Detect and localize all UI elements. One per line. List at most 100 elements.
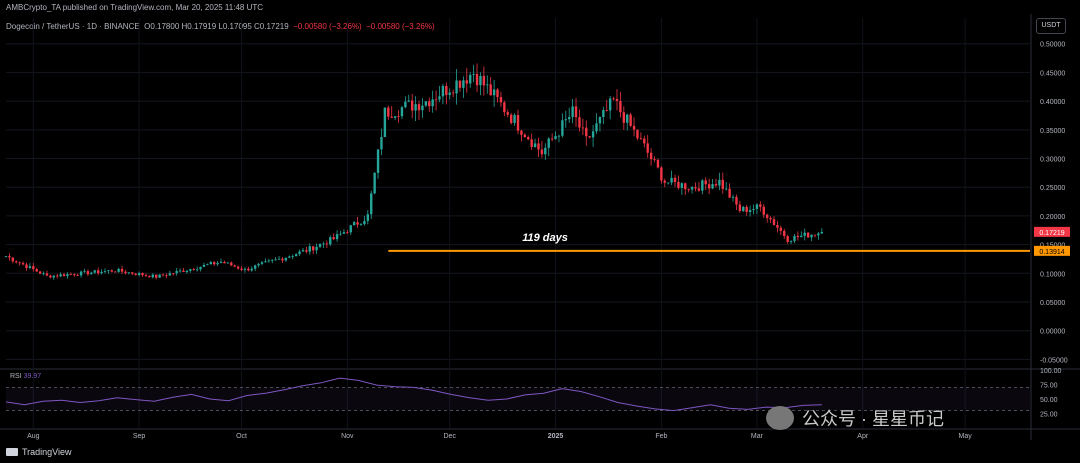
candle-body xyxy=(185,270,189,272)
candle-body xyxy=(56,275,59,277)
candle-body xyxy=(451,92,455,94)
candle-body xyxy=(643,138,646,144)
candle-body xyxy=(35,269,38,272)
candle-body xyxy=(527,137,530,140)
candle-body xyxy=(120,268,124,272)
candle-body xyxy=(670,177,673,183)
candle-body xyxy=(161,274,165,276)
candle-body xyxy=(219,261,223,263)
candle-body xyxy=(62,274,66,277)
watermark: 公众号 · 星星币记 xyxy=(766,405,944,431)
candle-body xyxy=(312,246,315,251)
candle-body xyxy=(636,129,639,139)
candle-body xyxy=(131,272,134,274)
candle-body xyxy=(479,75,482,86)
candle-body xyxy=(356,222,359,225)
candle-body xyxy=(165,275,168,277)
candle-body xyxy=(557,135,561,137)
candle-body xyxy=(796,235,800,238)
candle-body xyxy=(110,270,114,272)
ohlc-values: O0.17800 H0.17919 L0.17095 C0.17219 xyxy=(144,22,289,31)
candle-body xyxy=(711,184,714,189)
candle-body xyxy=(765,214,769,218)
candle-body xyxy=(598,117,602,124)
candle-body xyxy=(137,273,141,275)
wechat-logo-icon xyxy=(766,406,794,430)
candle-body xyxy=(257,263,260,266)
candle-body xyxy=(619,101,622,113)
candle-body xyxy=(660,167,663,181)
candle-body xyxy=(817,233,820,236)
candle-body xyxy=(704,180,707,185)
candle-body xyxy=(144,275,148,277)
candle-body xyxy=(748,210,752,212)
candle-body xyxy=(250,268,253,271)
candle-body xyxy=(277,258,281,260)
candle-body xyxy=(335,234,339,240)
candle-body xyxy=(492,89,496,96)
candle-body xyxy=(90,272,93,275)
candle-body xyxy=(294,254,298,257)
candle-body xyxy=(595,123,598,132)
candle-body xyxy=(11,257,15,262)
candle-body xyxy=(247,268,250,271)
x-tick-label-3: Nov xyxy=(341,433,354,440)
currency-badge[interactable]: USDT xyxy=(1036,18,1066,34)
candle-body xyxy=(820,231,823,234)
candle-body xyxy=(465,80,468,84)
symbol-line: Dogecoin / TetherUS · 1D · BINANCE O0.17… xyxy=(6,22,435,31)
candle-body xyxy=(192,269,195,270)
candle-body xyxy=(496,89,499,98)
candle-body xyxy=(298,251,301,255)
candle-body xyxy=(684,183,687,190)
candle-body xyxy=(455,80,458,94)
candle-body xyxy=(32,266,35,270)
footer-brand[interactable]: TradingView xyxy=(6,447,72,457)
candle-body xyxy=(370,193,373,215)
candle-body xyxy=(288,256,291,258)
candle-body xyxy=(107,270,110,272)
candle-body xyxy=(742,206,745,212)
candle-body xyxy=(264,261,267,263)
candle-body xyxy=(564,119,567,121)
candle-body xyxy=(431,99,434,107)
last-price-tag xyxy=(1034,226,1070,237)
footer-brand-text: TradingView xyxy=(22,447,72,457)
y-tick-label-4: 0.30000 xyxy=(1040,157,1065,164)
candle-body xyxy=(735,196,738,205)
candle-body xyxy=(236,266,240,269)
candle-body xyxy=(226,262,230,264)
candle-body xyxy=(308,246,311,252)
y-tick-label-10: 0.00000 xyxy=(1040,329,1065,336)
candle-body xyxy=(424,101,428,106)
candle-body xyxy=(441,86,445,97)
candle-body xyxy=(503,102,506,113)
candle-body xyxy=(615,98,619,102)
candle-body xyxy=(622,112,626,123)
candle-body xyxy=(568,117,571,120)
candle-body xyxy=(612,98,615,100)
y-tick-label-9: 0.05000 xyxy=(1040,300,1065,307)
change-value-2: −0.00580 (−3.26%) xyxy=(366,22,435,31)
candle-body xyxy=(206,264,209,266)
candle-body xyxy=(731,196,735,198)
candle-body xyxy=(639,138,643,140)
candle-body xyxy=(332,237,335,240)
symbol-name[interactable]: Dogecoin / TetherUS · 1D · BINANCE xyxy=(6,22,140,31)
candle-body xyxy=(103,271,107,272)
candle-body xyxy=(52,275,55,278)
candle-body xyxy=(428,101,431,107)
candle-body xyxy=(410,100,414,111)
x-tick-label-7: Mar xyxy=(751,433,764,440)
x-tick-label-1: Sep xyxy=(133,433,146,440)
annotation-119-days[interactable]: 119 days xyxy=(522,232,568,244)
x-tick-label-0: Aug xyxy=(27,433,40,440)
candle-body xyxy=(697,188,701,191)
candle-body xyxy=(810,234,813,238)
candle-body xyxy=(339,233,342,235)
candle-body xyxy=(482,75,486,86)
y-tick-label-0: 0.50000 xyxy=(1040,42,1065,49)
candle-body xyxy=(291,256,294,257)
candle-body xyxy=(677,181,680,188)
